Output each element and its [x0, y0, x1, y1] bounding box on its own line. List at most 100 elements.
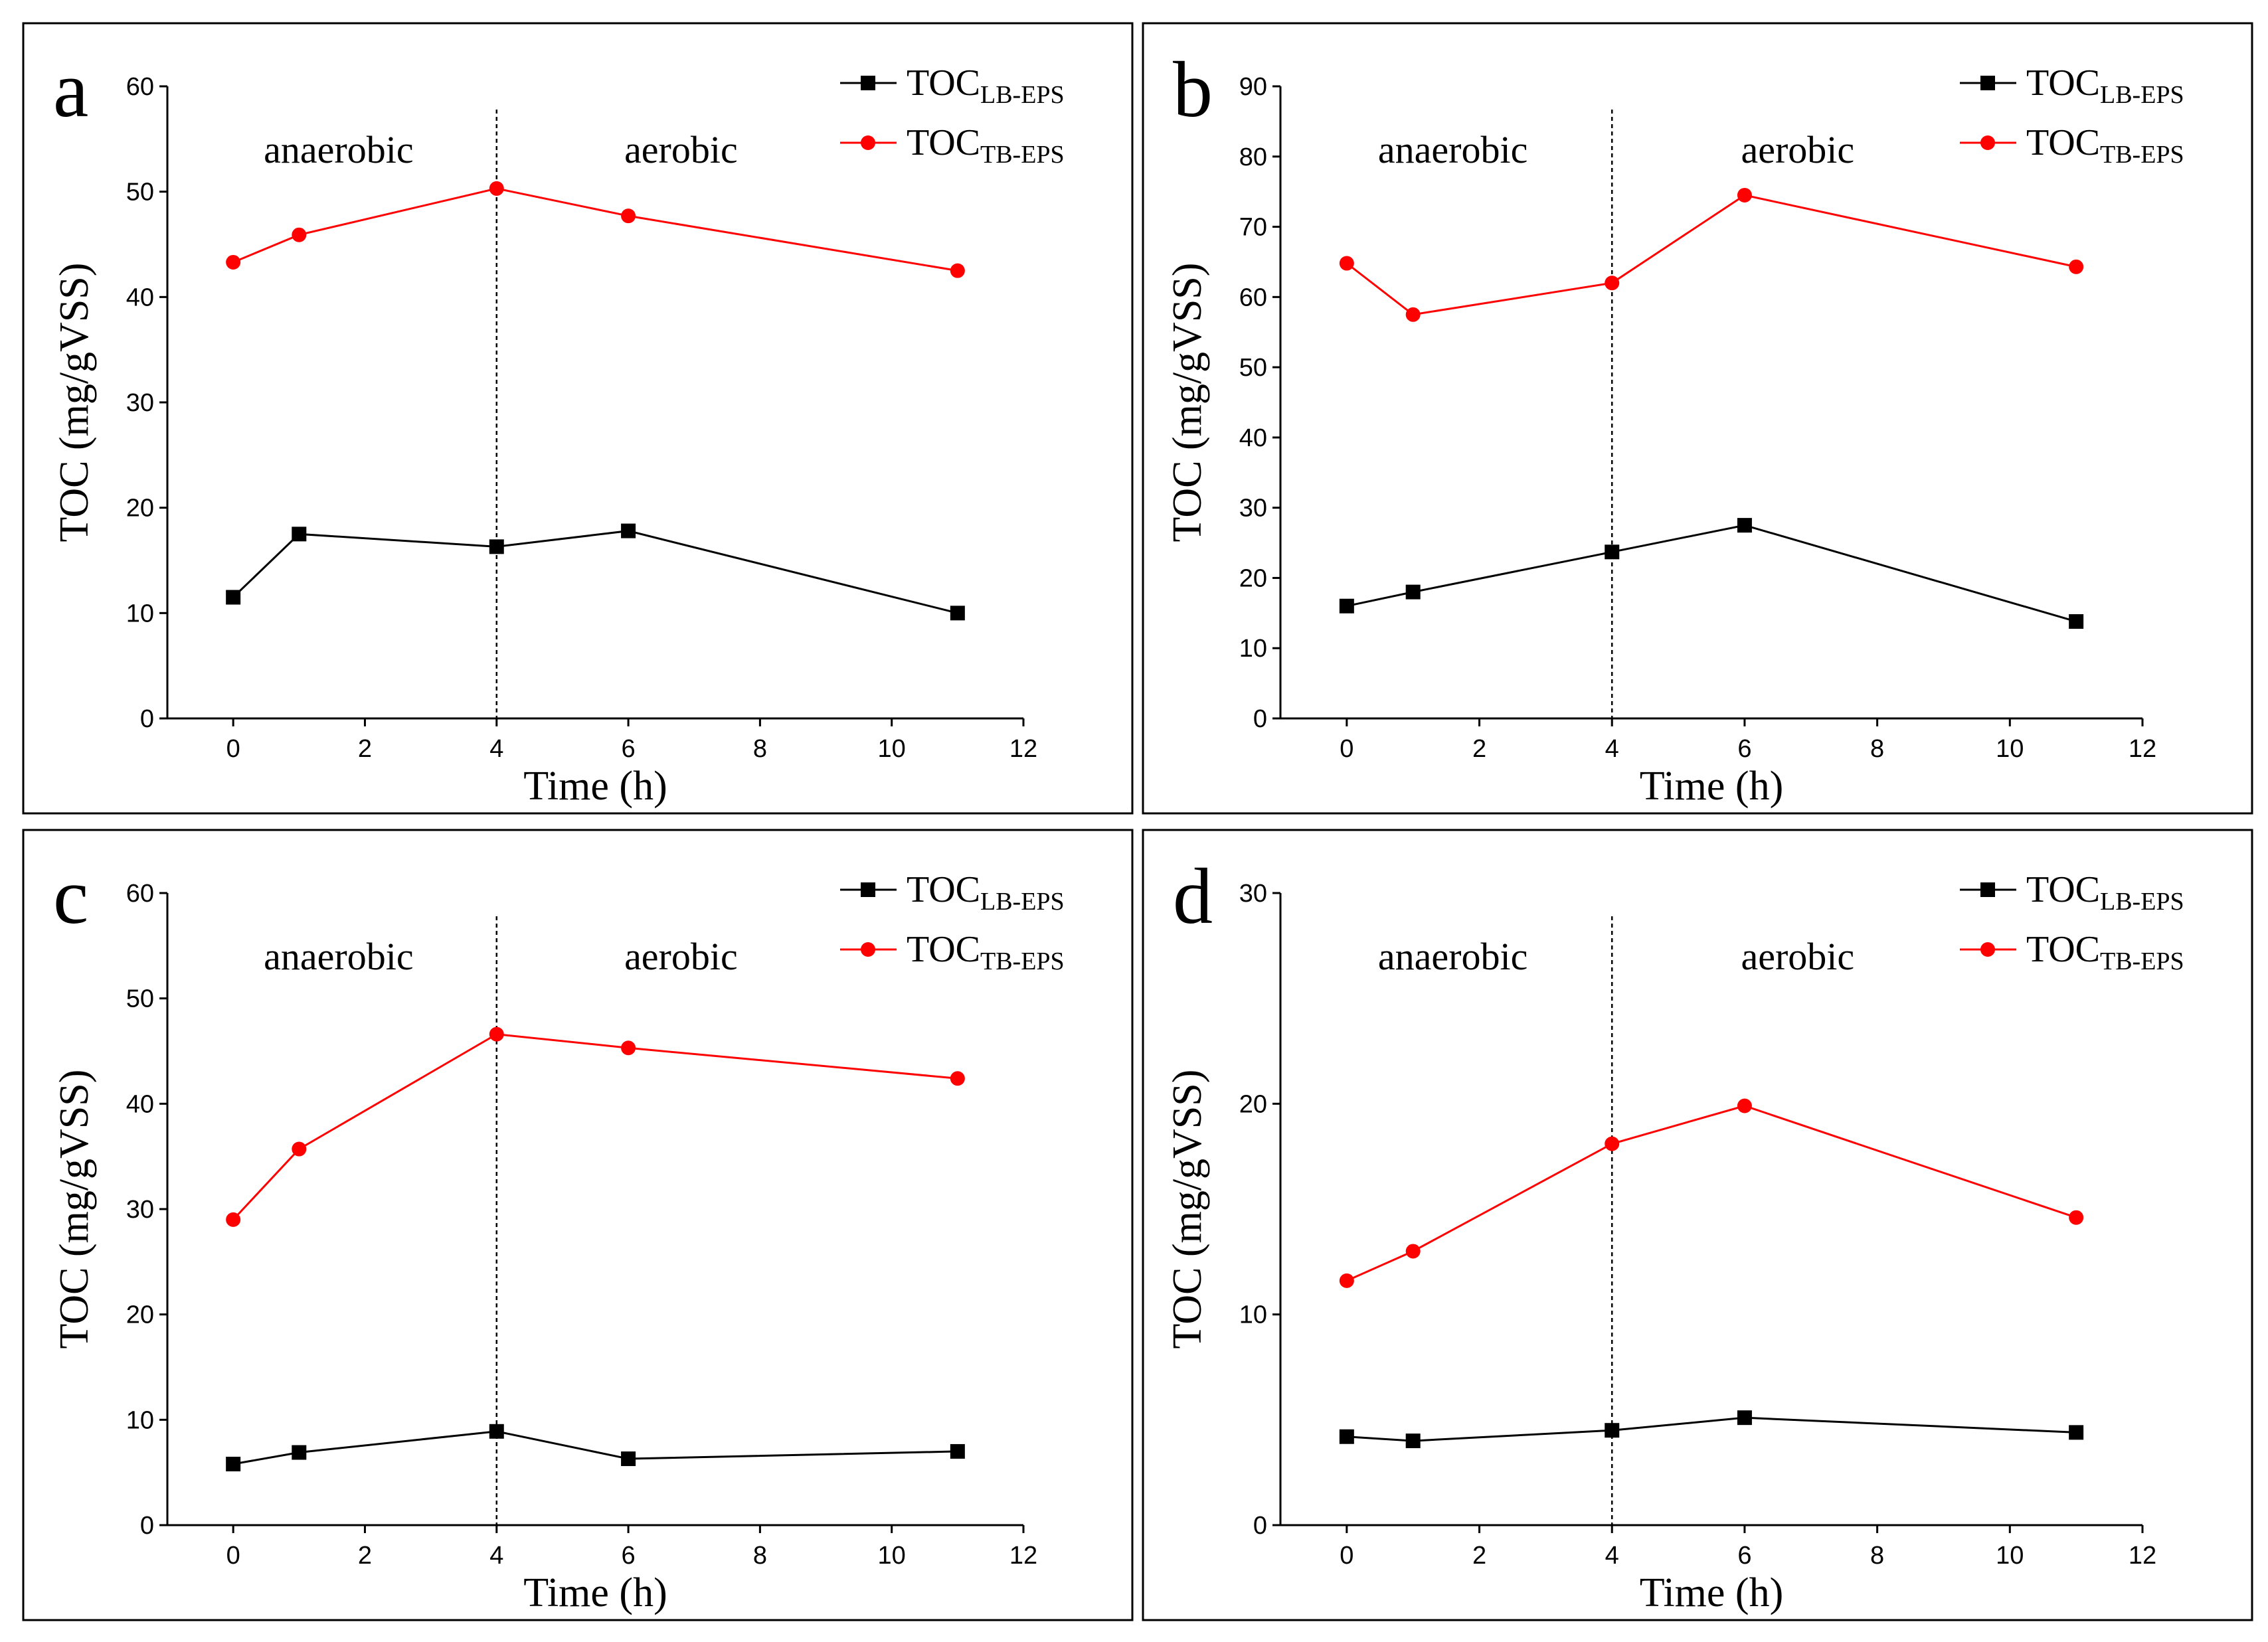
legend-marker	[861, 942, 875, 957]
x-tick-label: 0	[1340, 735, 1353, 763]
data-point-lb	[1737, 1410, 1752, 1426]
legend-marker	[1980, 942, 1995, 957]
data-point-lb	[226, 1456, 241, 1471]
legend-label: TOCLB-EPS	[907, 869, 1065, 916]
x-tick-label: 4	[489, 735, 503, 763]
y-tick-label: 50	[1239, 354, 1267, 382]
x-tick-label: 8	[1870, 1542, 1884, 1570]
x-tick-label: 12	[1009, 1542, 1037, 1570]
y-tick-label: 60	[126, 73, 154, 101]
y-tick-label: 0	[1253, 705, 1267, 733]
phase-label-anaerobic: anaerobic	[1378, 935, 1527, 978]
y-tick-label: 0	[140, 705, 154, 733]
panel-letter: a	[53, 45, 88, 133]
panel-frame	[22, 829, 1134, 1621]
data-point-lb	[226, 590, 241, 605]
data-point-tb	[1405, 1244, 1421, 1259]
data-point-tb	[621, 1040, 636, 1056]
y-tick-label: 10	[126, 600, 154, 627]
y-tick-label: 10	[126, 1406, 154, 1434]
data-point-tb	[1339, 256, 1354, 271]
x-tick-label: 0	[226, 1542, 240, 1570]
x-tick-label: 2	[358, 735, 372, 763]
series-line-tb	[232, 1033, 958, 1220]
series-line-tb	[1346, 1104, 2077, 1282]
y-tick-label: 40	[1239, 424, 1267, 452]
x-tick-label: 10	[878, 1542, 906, 1570]
x-tick-label: 12	[2129, 735, 2156, 763]
x-tick-label: 12	[2129, 1542, 2156, 1570]
chart-panel-b: b 0 10 20 30 40 50 60 70 80 90 0 2 4 6 8 10 12 Time (h) TOC…	[1142, 22, 2253, 815]
legend-label: TOCLB-EPS	[907, 62, 1065, 109]
data-point-tb	[1737, 187, 1752, 203]
series-line-tb	[1346, 194, 2077, 316]
legend-marker	[861, 76, 875, 90]
series-line-lb	[232, 1430, 958, 1465]
data-point-tb	[292, 227, 307, 242]
data-point-tb	[1737, 1098, 1752, 1113]
y-tick-label: 30	[1239, 880, 1267, 908]
data-point-lb	[1605, 544, 1620, 560]
y-axis-label: TOC (mg/gVSS)	[1165, 263, 1210, 542]
legend-entry-lb: TOCLB-EPS	[840, 869, 1065, 916]
y-tick-label: 10	[1239, 1301, 1267, 1329]
data-point-lb	[1605, 1423, 1620, 1438]
panel-frame	[1142, 829, 2253, 1621]
y-tick-label: 10	[1239, 635, 1267, 663]
y-tick-label: 80	[1239, 143, 1267, 171]
x-tick-label: 10	[1996, 1542, 2024, 1570]
series-line-lb	[232, 530, 958, 614]
data-point-tb	[950, 263, 965, 278]
data-point-lb	[950, 606, 965, 621]
legend-entry-lb: TOCLB-EPS	[1960, 62, 2184, 109]
panel-letter: d	[1173, 852, 1213, 940]
legend-label: TOCTB-EPS	[907, 929, 1065, 975]
y-tick-label: 40	[126, 284, 154, 311]
legend-entry-tb: TOCTB-EPS	[1960, 929, 2184, 975]
data-point-lb	[489, 539, 504, 554]
legend-marker	[861, 882, 875, 897]
data-point-tb	[1339, 1273, 1354, 1288]
data-point-lb	[1339, 1429, 1354, 1444]
data-point-tb	[621, 208, 636, 224]
data-point-lb	[1737, 518, 1752, 533]
y-tick-label: 30	[126, 389, 154, 417]
y-tick-label: 90	[1239, 73, 1267, 101]
x-tick-label: 6	[622, 1542, 636, 1570]
y-tick-label: 0	[140, 1512, 154, 1540]
legend-marker	[1980, 135, 1995, 150]
x-tick-label: 8	[753, 735, 767, 763]
phase-label-aerobic: aerobic	[624, 128, 738, 171]
data-point-tb	[1605, 1136, 1620, 1151]
x-axis-label: Time (h)	[1640, 764, 1783, 809]
legend-label: TOCLB-EPS	[2026, 869, 2184, 916]
y-axis-label: TOC (mg/gVSS)	[1165, 1070, 1210, 1349]
data-point-tb	[226, 1212, 241, 1227]
series-line-lb	[1346, 524, 2077, 623]
chart-panel-d: d 0 10 20 30 0 2 4 6 8 10 12 Time (h) TOC (mg/gVSS) an…	[1142, 829, 2253, 1621]
panel-letter: b	[1173, 45, 1213, 133]
data-point-lb	[292, 527, 307, 542]
data-point-lb	[621, 1451, 636, 1467]
data-point-tb	[1605, 276, 1620, 291]
x-axis-label: Time (h)	[1640, 1570, 1783, 1615]
legend-marker	[861, 135, 875, 150]
legend-label: TOCTB-EPS	[2026, 122, 2184, 169]
y-tick-label: 30	[1239, 495, 1267, 523]
x-tick-label: 6	[1737, 735, 1751, 763]
data-point-lb	[1405, 1434, 1421, 1449]
data-point-lb	[292, 1445, 307, 1460]
data-point-tb	[950, 1071, 965, 1086]
y-tick-label: 60	[126, 880, 154, 908]
panel-frame	[22, 22, 1134, 815]
legend-entry-tb: TOCTB-EPS	[1960, 122, 2184, 169]
y-tick-label: 0	[1253, 1512, 1267, 1540]
legend-label: TOCLB-EPS	[2026, 62, 2184, 109]
phase-label-aerobic: aerobic	[1741, 935, 1854, 978]
x-tick-label: 2	[358, 1542, 372, 1570]
x-axis-label: Time (h)	[523, 764, 667, 809]
y-tick-label: 50	[126, 179, 154, 206]
x-tick-label: 8	[753, 1542, 767, 1570]
x-tick-label: 10	[878, 735, 906, 763]
data-point-lb	[2069, 614, 2084, 629]
